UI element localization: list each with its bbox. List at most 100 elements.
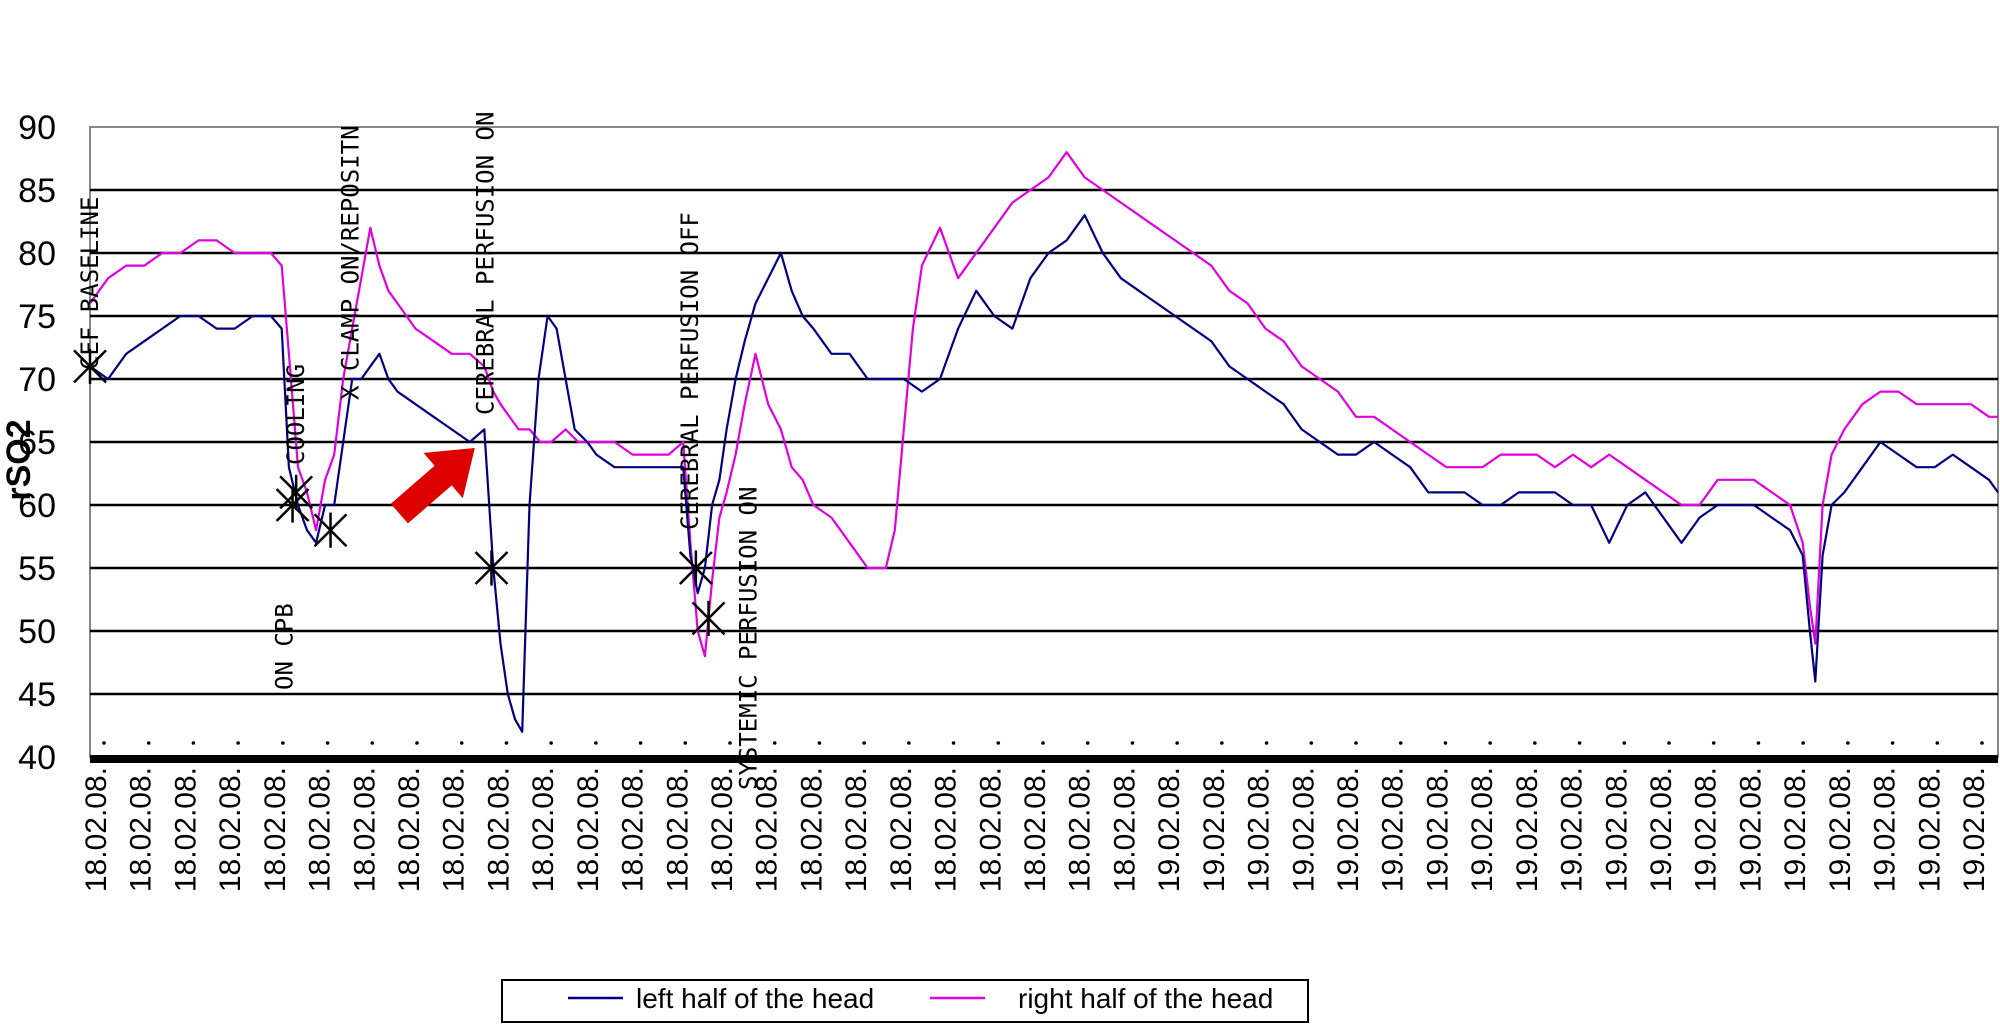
x-tick-label: 19.02.08. [1958,767,1991,892]
red-arrow-shape [390,448,475,524]
x-tick-mark [1354,741,1358,745]
x-tick-mark [683,741,688,745]
x-tick-mark [1220,741,1224,745]
y-tick-label: 70 [18,361,56,399]
x-tick-label: 18.02.08. [1108,767,1141,892]
x-tick-mark [1130,741,1135,745]
x-tick-mark [1801,741,1805,745]
y-tick-label: 75 [18,298,56,336]
x-tick-label: 18.02.08. [125,767,158,892]
y-tick-label: 55 [18,550,56,588]
event-label: COOLING [282,364,310,465]
x-tick-mark [1041,741,1045,745]
series-line [89,151,1998,658]
x-tick-label: 18.02.08. [304,767,337,892]
x-tick-label: 18.02.08. [974,767,1007,892]
x-tick-mark [1756,741,1761,745]
legend: left half of the head right half of the … [501,979,1309,1023]
x-tick-label: 18.02.08. [259,767,292,892]
x-tick-mark [1622,741,1627,745]
x-tick-mark [1711,741,1716,745]
x-tick-mark [1175,741,1179,745]
x-tick-label: 19.02.08. [1466,767,1499,892]
x-tick-label: 19.02.08. [1198,767,1231,892]
x-tick-mark [415,741,419,745]
legend-label-left: left half of the head [636,983,874,1014]
x-tick-label: 18.02.08. [348,767,381,892]
x-tick-label: 18.02.08. [885,767,918,892]
x-tick-label: 19.02.08. [1511,767,1544,892]
x-tick-label: 18.02.08. [617,767,650,892]
x-tick-mark [1577,741,1582,745]
gridlines [89,126,1999,763]
x-tick-label: 19.02.08. [1690,767,1723,892]
x-tick-mark [728,741,732,745]
x-tick-label: 19.02.08. [1287,767,1320,892]
x-tick-mark [370,741,375,745]
event-label: SYSTEMIC PERFUSION ON [735,487,763,790]
x-axis-ticks: 18.02.08. 18.02.08. 18.02.08. 18.02.08. 18.0… [80,741,1991,892]
x-tick-label: 18.02.08. [1019,767,1052,892]
event-label: CEREBRAL PERFUSION ON [471,112,499,415]
x-tick-label: 18.02.08. [751,767,784,892]
x-tick-mark [1533,741,1537,745]
red-arrow-icon [390,448,475,524]
x-tick-label: 19.02.08. [1645,767,1678,892]
x-tick-label: 19.02.08. [1556,767,1589,892]
x-tick-label: 18.02.08. [527,767,560,892]
x-tick-label: 19.02.08. [1332,767,1365,892]
x-tick-mark [1846,741,1850,745]
y-tick-label: 85 [18,172,56,210]
x-tick-label: 19.02.08. [1869,767,1902,892]
x-tick-label: 18.02.08. [572,767,605,892]
x-tick-mark [907,741,911,745]
legend-box [501,979,1309,1023]
y-tick-label: 65 [18,424,56,462]
series-line [89,214,1999,733]
x-tick-mark [1890,741,1895,745]
x-tick-label: 19.02.08. [1600,767,1633,892]
x-tick-label: 18.02.08. [482,767,515,892]
x-tick-mark [236,741,240,745]
x-tick-label: 18.02.08. [840,767,873,892]
x-tick-mark [1935,741,1940,745]
event-markers: CEF BASELINE ON CPB COOLING X CLAMP ON/REPO… [73,112,763,790]
x-tick-mark [1667,741,1671,745]
x-tick-mark [191,741,196,745]
x-tick-mark [951,741,956,745]
x-tick-label: 19.02.08. [1913,767,1946,892]
x-tick-label: 18.02.08. [661,767,694,892]
x-tick-mark [862,741,866,745]
x-tick-label: 18.02.08. [169,767,202,892]
x-tick-label: 19.02.08. [1153,767,1186,892]
x-tick-label: 18.02.08. [214,767,247,892]
x-tick-mark [146,741,151,745]
x-tick-label: 19.02.08. [1243,767,1276,892]
x-tick-mark [638,741,643,745]
x-tick-mark [325,741,330,745]
x-tick-label: 18.02.08. [930,767,963,892]
x-tick-mark [817,741,822,745]
x-tick-mark [1980,741,1984,745]
series-lines [89,151,1999,733]
y-tick-label: 60 [18,487,56,525]
x-tick-label: 18.02.08. [438,767,471,892]
x-tick-mark [102,741,106,745]
event-label: CEREBRAL PERFUSION OFF [676,212,704,530]
x-tick-mark [504,741,509,745]
x-tick-mark [281,741,285,745]
x-tick-mark [1398,741,1403,745]
event-label: ON CPB [271,603,299,690]
x-tick-label: 18.02.08. [795,767,828,892]
y-tick-label: 90 [18,109,56,147]
x-tick-label: 19.02.08. [1779,767,1812,892]
x-tick-label: 18.02.08. [80,767,113,892]
x-tick-label: 19.02.08. [1824,767,1857,892]
y-axis-label: rSO2 [0,419,38,500]
x-tick-label: 18.02.08. [1064,767,1097,892]
x-tick-mark [1443,741,1448,745]
y-tick-label: 80 [18,235,56,273]
event-label: CEF BASELINE [76,197,104,370]
